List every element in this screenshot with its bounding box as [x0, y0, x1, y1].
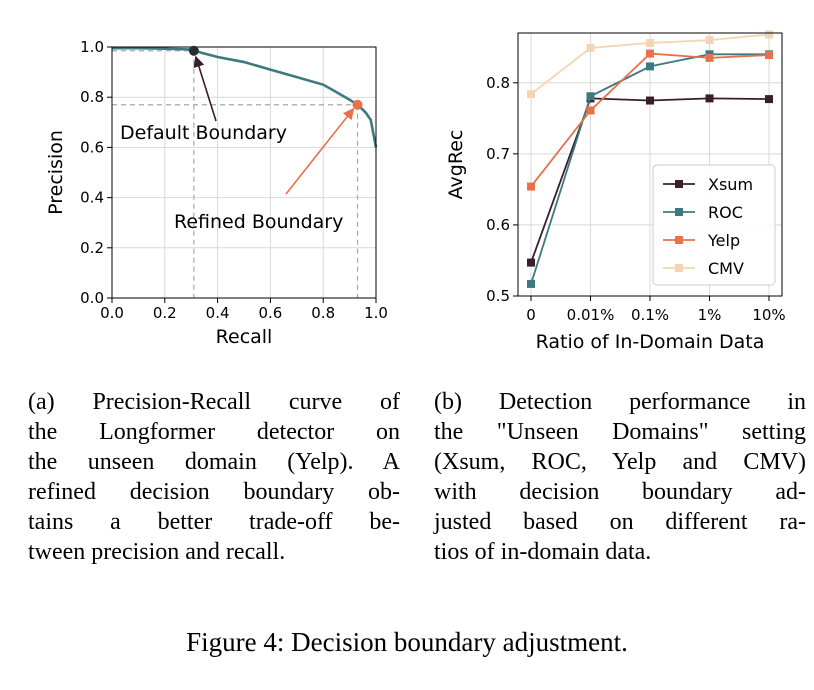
series-marker-xsum — [705, 94, 714, 103]
series-marker-roc — [586, 92, 595, 101]
series-marker-xsum — [646, 96, 654, 105]
x-tick-label: 0.2 — [153, 304, 177, 322]
series-marker-cmv — [586, 43, 595, 52]
series-marker-cmv — [646, 38, 654, 47]
x-tick-label: 10% — [752, 306, 785, 324]
caption-line: justed based on different ra- — [434, 509, 806, 535]
y-tick-label: 0.8 — [486, 74, 510, 92]
legend-marker-roc — [675, 208, 683, 216]
x-axis-label: Ratio of In-Domain Data — [536, 331, 765, 353]
y-tick-label: 0.0 — [80, 289, 104, 307]
caption-line: the unseen domain (Yelp). A — [28, 449, 400, 475]
x-axis-label: Recall — [216, 326, 273, 348]
legend-label-xsum: Xsum — [708, 175, 753, 194]
series-marker-cmv — [765, 30, 773, 39]
boundary-point — [188, 45, 199, 56]
x-tick-label: 0.6 — [258, 304, 282, 322]
series-marker-roc — [646, 62, 654, 71]
caption-line: (b) Detection performance in — [434, 389, 806, 415]
series-marker-xsum — [527, 258, 535, 267]
legend-label-cmv: CMV — [708, 259, 744, 278]
legend-marker-xsum — [675, 180, 683, 188]
y-tick-label: 0.2 — [80, 239, 104, 257]
caption-line: (Xsum, ROC, Yelp and CMV) — [434, 449, 806, 475]
series-marker-yelp — [646, 49, 654, 58]
x-tick-label: 1% — [698, 306, 722, 324]
avgrec-chart: 0 0.01% 0.1% 1% 10% 0.5 0.6 0.7 0.8 Ratio of In-D… — [445, 30, 786, 353]
y-tick-label: 1.0 — [80, 38, 104, 56]
legend-label-yelp: Yelp — [707, 231, 740, 250]
y-axis-label: AvgRec — [445, 130, 467, 200]
x-tick-label: 1.0 — [364, 304, 388, 322]
refined-boundary-arrow — [285, 107, 355, 195]
y-tick-label: 0.5 — [486, 287, 510, 305]
legend-label-roc: ROC — [708, 203, 743, 222]
series-marker-yelp — [765, 51, 773, 60]
y-tick-label: 0.8 — [80, 88, 104, 106]
x-tick-label: 0 — [526, 306, 536, 324]
caption-b: (b) Detection performance in the "Unseen … — [434, 387, 806, 567]
y-tick-label: 0.4 — [80, 189, 104, 207]
x-tick-label: 0.8 — [311, 304, 335, 322]
x-tick-label: 0.1% — [631, 306, 669, 324]
precision-recall-chart: 0.0 0.2 0.4 0.6 0.8 1.0 0.0 0.2 0.4 0.6 0.8 1.0 Reca… — [45, 38, 388, 348]
figure-caption: Figure 4: Decision boundary adjustment. — [186, 627, 628, 657]
caption-line: tains a better trade-off be- — [28, 509, 400, 535]
y-tick-label: 0.6 — [80, 138, 104, 156]
series-marker-yelp — [527, 182, 535, 191]
legend-marker-cmv — [675, 264, 683, 272]
series-marker-roc — [527, 279, 535, 288]
y-axis-label: Precision — [45, 130, 67, 215]
default-boundary-arrow — [193, 55, 217, 122]
caption-line: the "Unseen Domains" setting — [434, 419, 806, 445]
boundary-point — [352, 99, 363, 110]
plot-frame — [111, 46, 377, 299]
default-boundary-label: Default Boundary — [120, 122, 287, 144]
legend-marker-yelp — [675, 236, 683, 244]
series-marker-cmv — [527, 90, 535, 99]
caption-line: the Longformer detector on — [28, 419, 400, 445]
caption-a: (a) Precision-Recall curve of the Longfor… — [28, 387, 400, 567]
caption-line: refined decision boundary ob- — [28, 479, 400, 505]
y-tick-label: 0.6 — [486, 216, 510, 234]
legend-box — [652, 164, 776, 286]
refined-boundary-label: Refined Boundary — [174, 211, 343, 233]
caption-line: with decision boundary ad- — [434, 479, 806, 505]
y-tick-label: 0.7 — [486, 145, 510, 163]
caption-line: tween precision and recall. — [28, 539, 286, 565]
x-tick-label: 0.01% — [567, 306, 615, 324]
series-marker-xsum — [765, 95, 773, 104]
x-tick-label: 0.4 — [206, 304, 230, 322]
pr-curve — [112, 46, 378, 148]
series-marker-yelp — [586, 106, 595, 115]
series-marker-cmv — [705, 36, 714, 45]
x-tick-label: 0.0 — [100, 304, 124, 322]
caption-line: tios of in-domain data. — [434, 539, 652, 565]
caption-line: (a) Precision-Recall curve of — [28, 389, 400, 415]
series-marker-yelp — [705, 53, 714, 62]
